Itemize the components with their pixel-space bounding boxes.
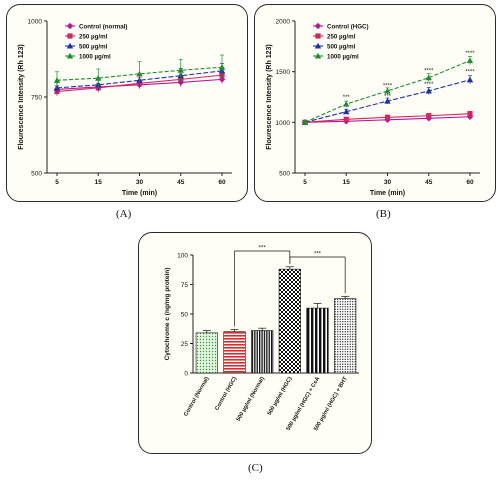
significance-mark: ***	[259, 246, 267, 252]
legend-label: 500 µg/ml	[327, 44, 356, 51]
y-tick-label: 500	[279, 171, 290, 178]
panel-label-c: (C)	[248, 462, 263, 474]
x-tick-label: Control (Normal)	[183, 376, 210, 418]
legend-marker	[66, 42, 74, 49]
x-tick-label: 30	[136, 179, 144, 186]
x-tick-label: 5	[303, 179, 307, 186]
legend-marker	[66, 22, 74, 30]
data-point	[95, 74, 102, 81]
data-point	[384, 97, 391, 104]
y-tick-label: 1000	[28, 19, 43, 26]
data-point	[177, 67, 184, 73]
significance-mark: ***	[343, 95, 351, 101]
data-point	[384, 114, 391, 120]
y-tick-label: 75	[181, 282, 189, 289]
legend-label: 500 µg/ml	[79, 44, 108, 51]
data-point	[426, 113, 432, 119]
x-tick-label: 500 µg/ml (Normal)	[236, 376, 266, 423]
x-axis-title: Time (min)	[370, 190, 405, 197]
panel-c: 0 25 50 75 100 Cytochrome c (ng/mg protein) Co…	[138, 232, 372, 454]
y-axis-title: Flourescence Intensity (Rh 123)	[18, 44, 25, 149]
significance-mark: ***	[314, 252, 322, 258]
y-tick-label: 50	[181, 312, 189, 319]
y-tick-label: 25	[181, 341, 189, 348]
bar	[278, 268, 301, 374]
x-tick-label: Control (HGC)	[214, 376, 238, 412]
legend-label: Control (normal)	[79, 24, 127, 31]
data-point	[467, 111, 473, 117]
significance-mark: ****	[424, 69, 434, 75]
y-tick-label: 1000	[276, 120, 291, 127]
legend-marker	[314, 52, 322, 59]
legend-marker	[66, 52, 74, 59]
series-line-4	[304, 60, 471, 123]
panel-label-a: (A)	[116, 208, 132, 220]
data-point	[343, 100, 350, 107]
x-tick-label: 30	[384, 179, 392, 186]
significance-mark: ***	[384, 94, 392, 100]
data-point	[466, 57, 474, 64]
data-point	[136, 70, 143, 77]
significance-mark: ****	[465, 51, 475, 57]
chart-b: 500 1000 1500 2000 5 15 30 45 60 Time (min) Floure…	[266, 19, 480, 197]
legend-label: 1000 µg/ml	[327, 54, 359, 61]
x-tick-label: 15	[95, 179, 103, 186]
legend-label: 250 µg/ml	[79, 34, 108, 41]
x-tick-label: 60	[466, 179, 474, 186]
data-point	[466, 76, 474, 83]
legend-marker	[314, 22, 322, 30]
y-tick-label: 500	[31, 171, 42, 178]
legend-label: Control (HGC)	[327, 24, 369, 31]
data-point	[218, 64, 226, 70]
bar	[334, 298, 357, 374]
y-tick-label: 750	[31, 95, 42, 102]
bar	[223, 331, 246, 374]
significance-mark: ****	[465, 70, 475, 76]
data-point	[384, 87, 391, 94]
y-tick-label: 1500	[276, 69, 291, 76]
x-tick-label: 15	[343, 179, 351, 186]
x-tick-label: 500 µg/ml (HGC)	[267, 376, 294, 417]
data-point	[425, 87, 432, 94]
y-axis-title: Flourescence Intensity (Rh 123)	[266, 44, 273, 149]
data-point	[425, 74, 432, 81]
data-point	[301, 119, 309, 125]
bar	[195, 332, 218, 374]
data-point	[466, 113, 474, 120]
data-point	[343, 116, 349, 122]
significance-mark: ****	[383, 83, 393, 89]
bar	[306, 307, 329, 374]
data-point	[343, 108, 350, 115]
y-tick-label: 0	[184, 371, 188, 378]
legend-marker	[314, 42, 322, 49]
x-tick-label: 60	[218, 179, 226, 186]
y-tick-label: 2000	[276, 19, 291, 26]
legend-marker	[315, 33, 321, 39]
panel-label-b: (B)	[376, 208, 391, 220]
chart-c: 0 25 50 75 100 Cytochrome c (ng/mg protein) Co…	[164, 246, 359, 432]
legend-label: 1000 µg/ml	[79, 54, 111, 61]
panel-b: 500 1000 1500 2000 5 15 30 45 60 Time (min) Floure…	[254, 4, 496, 202]
significance-mark: ****	[424, 82, 434, 88]
x-tick-label: 5	[55, 179, 59, 186]
x-axis-title: Time (min)	[122, 190, 157, 197]
x-tick-label: 45	[177, 179, 185, 186]
x-tick-label: 45	[425, 179, 433, 186]
legend-label: 250 µg/ml	[327, 34, 356, 41]
y-axis-title: Cytochrome c (ng/mg protein)	[164, 268, 171, 361]
bar	[251, 330, 274, 374]
y-tick-label: 100	[177, 253, 188, 260]
legend-marker	[67, 33, 73, 39]
series-line-4	[56, 66, 223, 81]
x-tick-label: 500 µg/ml (HGC) + BHT	[313, 376, 349, 432]
panel-a: 500 750 1000 5 15 30 45 60 Time (min) Flourescenc…	[6, 4, 248, 202]
data-point	[53, 77, 61, 83]
